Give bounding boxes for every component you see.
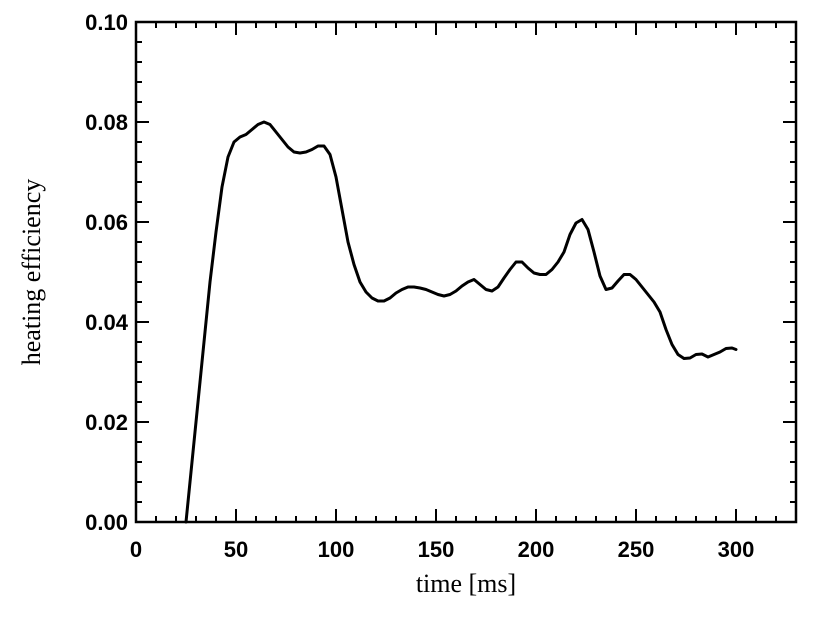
y-tick-label: 0.04 [85,310,129,335]
y-tick-label: 0.06 [85,210,128,235]
y-tick-label: 0.00 [85,510,128,535]
x-tick-label: 200 [518,537,555,562]
x-tick-label: 300 [718,537,755,562]
x-axis-title: time [ms] [416,569,516,598]
series-layer [184,120,738,524]
y-tick-label: 0.08 [85,110,128,135]
x-tick-label: 0 [130,537,142,562]
plot-frame [134,20,798,524]
x-tick-label: 100 [318,537,355,562]
x-tick-label: 250 [618,537,655,562]
x-tick-label: 150 [418,537,455,562]
y-tick-label: 0.02 [85,410,128,435]
y-tick-label: 0.10 [85,10,128,35]
tick-labels: 0 50 100 150 200 250 300 0.00 0.02 0.04 0.06 0.08 0.… [85,10,754,562]
series-line [184,120,738,524]
x-tick-label: 50 [224,537,248,562]
y-axis-title: heating efficiency [17,179,46,365]
